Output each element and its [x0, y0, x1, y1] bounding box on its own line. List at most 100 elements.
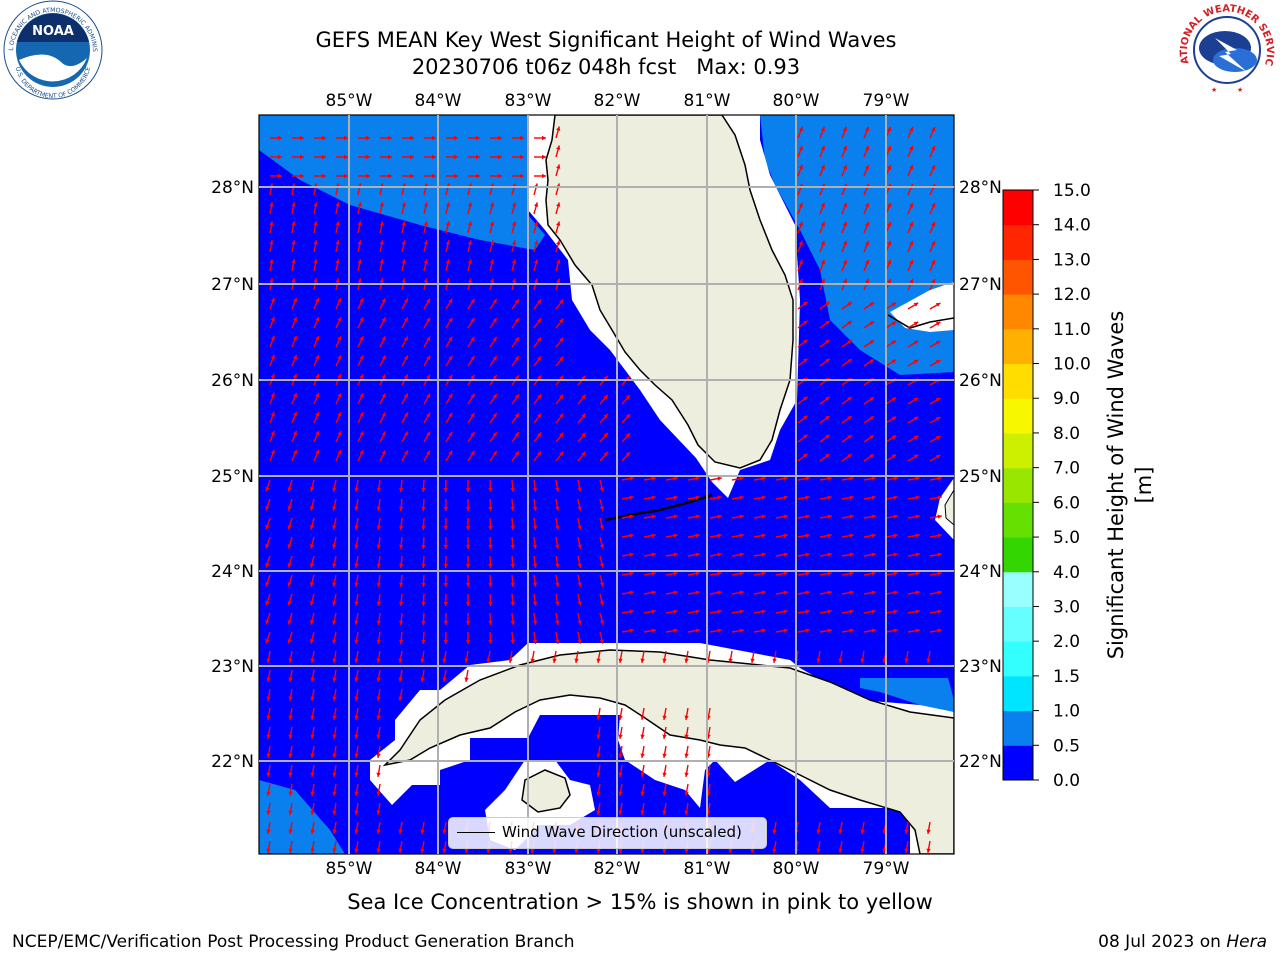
wind-arrow-head	[838, 848, 843, 853]
wind-arrow-head	[559, 299, 564, 305]
wind-arrow-head	[278, 173, 282, 179]
wind-arrow-head	[421, 544, 426, 549]
wind-arrow-head	[287, 582, 292, 587]
wind-arrow-head	[909, 240, 914, 246]
wind-arrow-head	[603, 413, 608, 419]
wind-arrow-head	[798, 240, 803, 246]
wind-arrow-head	[599, 487, 605, 492]
wind-arrow-head	[376, 715, 381, 720]
wind-arrow-head	[265, 543, 270, 549]
wind-arrow-head	[465, 544, 471, 549]
wind-arrow-head	[555, 601, 560, 606]
wind-arrow-head	[287, 525, 292, 530]
colorbar-band	[1003, 502, 1033, 538]
wind-arrow-head	[508, 848, 513, 853]
wind-arrow-head	[265, 486, 270, 492]
wind-arrow-head	[684, 848, 689, 853]
wind-arrow-head	[798, 145, 803, 151]
noaa-logo-text: NOAA	[32, 24, 74, 39]
wind-arrow-head	[596, 753, 601, 758]
wind-arrow-head	[332, 601, 337, 606]
wind-arrow-head	[847, 302, 852, 307]
wind-arrow-head	[292, 392, 298, 398]
wind-arrow-head	[492, 318, 497, 323]
wind-arrow-head	[266, 848, 271, 853]
wind-arrow-head	[864, 240, 870, 246]
wind-arrow-head	[423, 221, 428, 226]
wind-arrow-head	[842, 240, 847, 246]
wind-arrow-head	[354, 525, 359, 530]
wind-arrow-head	[420, 658, 425, 663]
wind-arrow-head	[802, 453, 808, 458]
wind-arrow-head	[618, 753, 623, 758]
wind-arrow-head	[599, 601, 605, 606]
wind-arrow-head	[937, 590, 942, 595]
colorbar: 15.0 14.0 13.0 12.0 11.0 10.0 9.0 8.0 7.0 6.0 5.0 4…	[1002, 181, 1091, 791]
wind-arrow-head	[931, 240, 936, 246]
wind-arrow-head	[783, 476, 788, 481]
wind-arrow-head	[842, 145, 847, 151]
wind-arrow-head	[266, 753, 271, 758]
colorbar-band	[1003, 745, 1033, 781]
wind-arrow-head	[717, 628, 722, 633]
nws-logo: NATIONAL WEATHER SERVICE ★ ★	[1175, 0, 1276, 99]
wind-arrow-head	[443, 525, 449, 530]
colorbar-band	[1003, 398, 1033, 434]
wind-arrow-head	[465, 639, 471, 644]
wind-arrow-head	[750, 658, 755, 663]
wind-arrow-head	[728, 658, 733, 663]
wind-arrow-head	[599, 525, 605, 530]
wind-arrow-head	[332, 810, 337, 815]
wind-arrow-head	[532, 620, 538, 625]
wind-arrow-head	[376, 848, 381, 853]
wind-arrow-head	[581, 432, 586, 438]
wind-arrow-head	[420, 848, 425, 853]
wind-arrow-head	[510, 487, 515, 492]
wind-arrow-head	[574, 848, 579, 853]
wind-arrow-head	[717, 514, 722, 519]
wind-arrow-head	[640, 658, 645, 663]
wind-arrow-head	[288, 658, 293, 663]
wind-arrow-head	[909, 164, 914, 170]
wind-arrow-head	[337, 317, 342, 322]
wind-arrow-head	[820, 164, 825, 170]
wind-arrow-head	[337, 431, 342, 436]
wind-arrow-head	[931, 164, 936, 170]
wind-arrow-head	[287, 639, 292, 644]
wind-arrow-head	[871, 571, 876, 576]
wind-arrow-head	[354, 734, 359, 739]
wind-arrow-head	[270, 392, 275, 398]
wind-arrow-head	[288, 848, 293, 853]
wind-arrow-head	[825, 358, 830, 364]
wind-arrow-head	[403, 355, 408, 361]
wind-arrow-head	[802, 339, 808, 344]
wind-arrow-head	[379, 278, 384, 283]
wind-arrow-head	[820, 259, 825, 265]
wind-arrow-head	[354, 487, 359, 492]
wind-arrow-head	[926, 829, 931, 834]
wind-arrow-head	[618, 658, 623, 663]
wind-arrow-head	[309, 601, 315, 606]
wind-arrow-head	[931, 278, 936, 284]
wind-arrow-head	[426, 317, 430, 323]
wind-arrow-head	[376, 582, 382, 587]
wind-arrow-head	[357, 240, 362, 245]
wind-arrow-head	[403, 431, 408, 437]
wind-arrow-head	[379, 240, 384, 245]
wind-arrow-head	[476, 154, 480, 160]
wind-arrow-head	[403, 298, 408, 304]
wind-arrow-head	[492, 375, 497, 380]
wind-arrow-head	[909, 145, 914, 151]
wind-arrow-head	[421, 506, 426, 511]
wind-arrow-head	[909, 259, 914, 265]
wind-arrow-head	[510, 601, 515, 606]
wind-arrow-head	[354, 563, 359, 568]
footer-date: 08 Jul 2023 on	[1098, 932, 1221, 952]
wind-arrow-head	[399, 487, 404, 492]
wind-arrow-head	[403, 374, 408, 380]
wind-arrow-head	[278, 135, 282, 141]
wind-arrow-head	[486, 658, 491, 663]
wind-arrow-head	[270, 430, 275, 436]
colorbar-band	[1003, 467, 1033, 503]
wind-arrow-head	[915, 514, 920, 519]
